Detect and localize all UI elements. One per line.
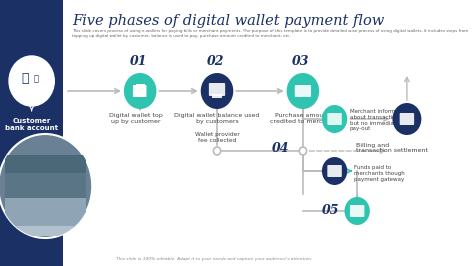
Circle shape — [287, 73, 319, 109]
Circle shape — [345, 197, 370, 225]
Circle shape — [201, 73, 233, 109]
Text: This slide covers process of using e-wallets for paying bills or merchant paymen: This slide covers process of using e-wal… — [73, 29, 469, 38]
Text: Customer
bank account: Customer bank account — [5, 118, 58, 131]
FancyBboxPatch shape — [328, 113, 342, 125]
Text: Five phases of digital wallet payment flow: Five phases of digital wallet payment fl… — [73, 14, 384, 28]
Text: 🏛: 🏛 — [22, 73, 29, 85]
FancyBboxPatch shape — [295, 85, 311, 97]
FancyBboxPatch shape — [136, 84, 145, 88]
FancyBboxPatch shape — [5, 155, 86, 173]
Text: 05: 05 — [321, 205, 339, 218]
Circle shape — [299, 147, 307, 155]
FancyBboxPatch shape — [328, 165, 342, 177]
FancyBboxPatch shape — [5, 198, 86, 228]
Circle shape — [392, 103, 421, 135]
FancyBboxPatch shape — [209, 83, 225, 96]
Text: Wallet provider
fee collected: Wallet provider fee collected — [195, 132, 239, 143]
Circle shape — [322, 105, 347, 133]
Text: Billing and
transaction settlement: Billing and transaction settlement — [356, 143, 428, 153]
FancyBboxPatch shape — [133, 85, 146, 97]
FancyBboxPatch shape — [5, 226, 86, 236]
Text: Funds paid to
merchants though
payment gateway: Funds paid to merchants though payment g… — [355, 165, 405, 182]
Circle shape — [0, 134, 92, 238]
Text: Digital wallet balance used
by customers: Digital wallet balance used by customers — [174, 113, 260, 124]
FancyBboxPatch shape — [400, 113, 414, 125]
FancyBboxPatch shape — [350, 205, 365, 217]
FancyBboxPatch shape — [212, 94, 221, 98]
Text: 04: 04 — [272, 143, 289, 156]
Circle shape — [124, 73, 156, 109]
Text: Purchase amount
credited to merchant: Purchase amount credited to merchant — [270, 113, 336, 124]
Text: 👤: 👤 — [34, 74, 39, 84]
Text: Digital wallet top
up by customer: Digital wallet top up by customer — [109, 113, 163, 124]
Text: 02: 02 — [207, 55, 224, 68]
Circle shape — [322, 157, 347, 185]
Circle shape — [213, 147, 220, 155]
Text: This slide is 100% editable. Adapt it to your needs and capture your audience's : This slide is 100% editable. Adapt it to… — [116, 257, 312, 261]
FancyBboxPatch shape — [0, 0, 64, 266]
FancyBboxPatch shape — [5, 173, 86, 198]
Text: Merchant informed
about transaction made
but no immediate
pay-out: Merchant informed about transaction made… — [350, 109, 417, 131]
Text: 01: 01 — [129, 55, 147, 68]
Circle shape — [9, 56, 54, 106]
Text: 03: 03 — [292, 55, 310, 68]
